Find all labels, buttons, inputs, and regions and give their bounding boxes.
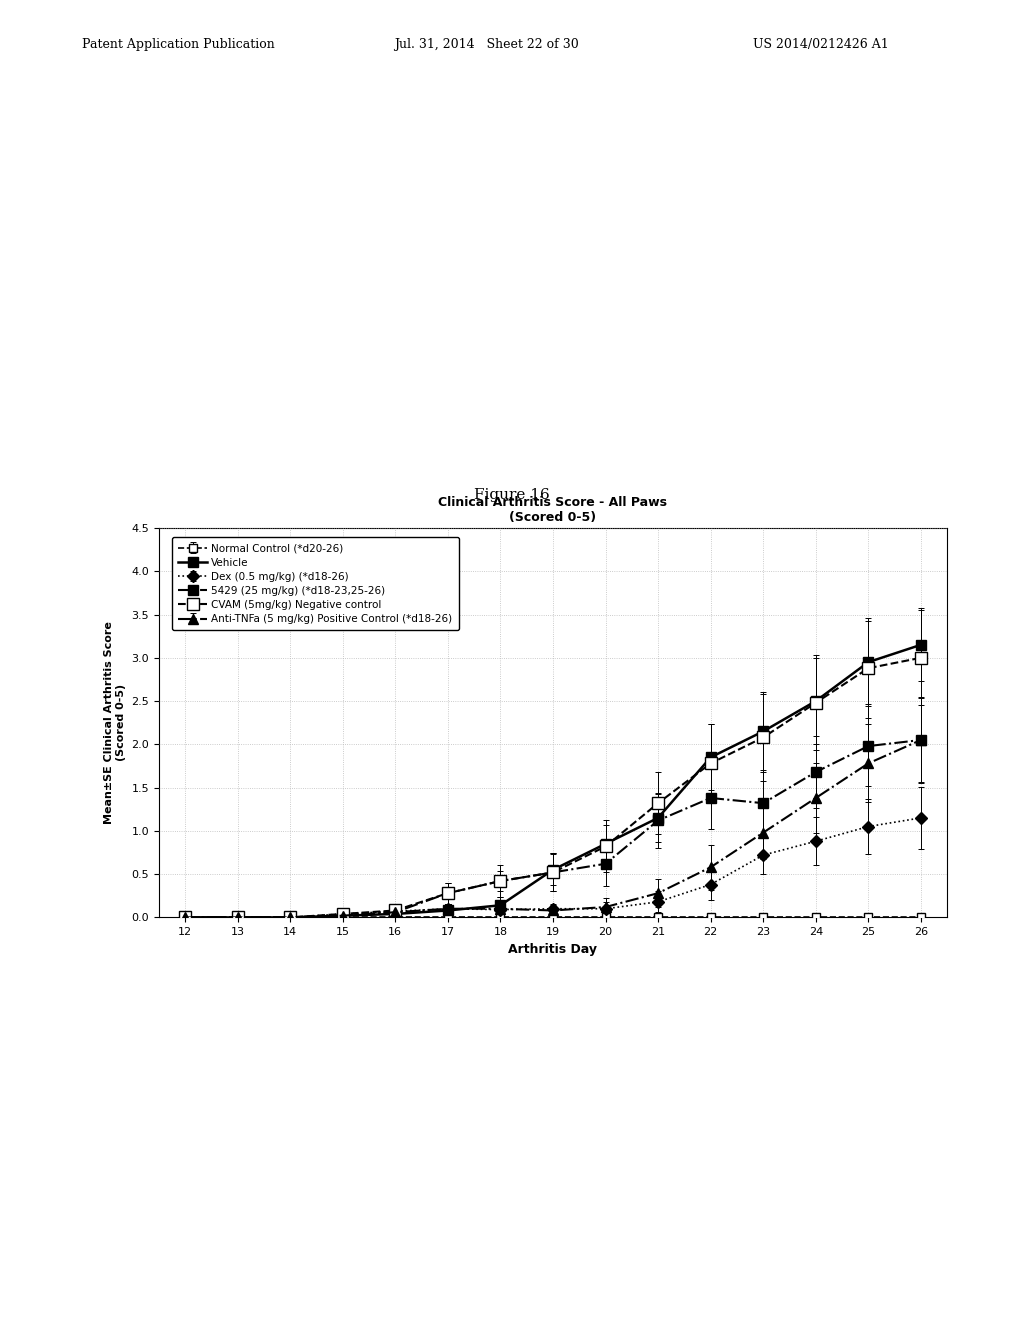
X-axis label: Arthritis Day: Arthritis Day: [509, 942, 597, 956]
Legend: Normal Control (*d20-26), Vehicle, Dex (0.5 mg/kg) (*d18-26), 5429 (25 mg/kg) (*: Normal Control (*d20-26), Vehicle, Dex (…: [172, 537, 459, 631]
Text: Jul. 31, 2014   Sheet 22 of 30: Jul. 31, 2014 Sheet 22 of 30: [394, 37, 579, 50]
Y-axis label: Mean±SE Clinical Arthritis Score
(Scored 0-5): Mean±SE Clinical Arthritis Score (Scored…: [104, 622, 126, 824]
Text: Figure 16: Figure 16: [474, 488, 550, 502]
Text: Patent Application Publication: Patent Application Publication: [82, 37, 274, 50]
Text: US 2014/0212426 A1: US 2014/0212426 A1: [753, 37, 889, 50]
Title: Clinical Arthritis Score - All Paws
(Scored 0-5): Clinical Arthritis Score - All Paws (Sco…: [438, 496, 668, 524]
